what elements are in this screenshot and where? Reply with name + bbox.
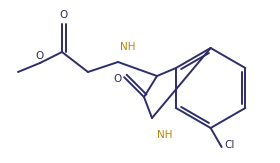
Text: O: O [113, 74, 121, 84]
Text: NH: NH [120, 42, 136, 52]
Text: NH: NH [157, 130, 172, 140]
Text: Cl: Cl [225, 140, 235, 150]
Text: O: O [36, 51, 44, 61]
Text: O: O [60, 10, 68, 20]
